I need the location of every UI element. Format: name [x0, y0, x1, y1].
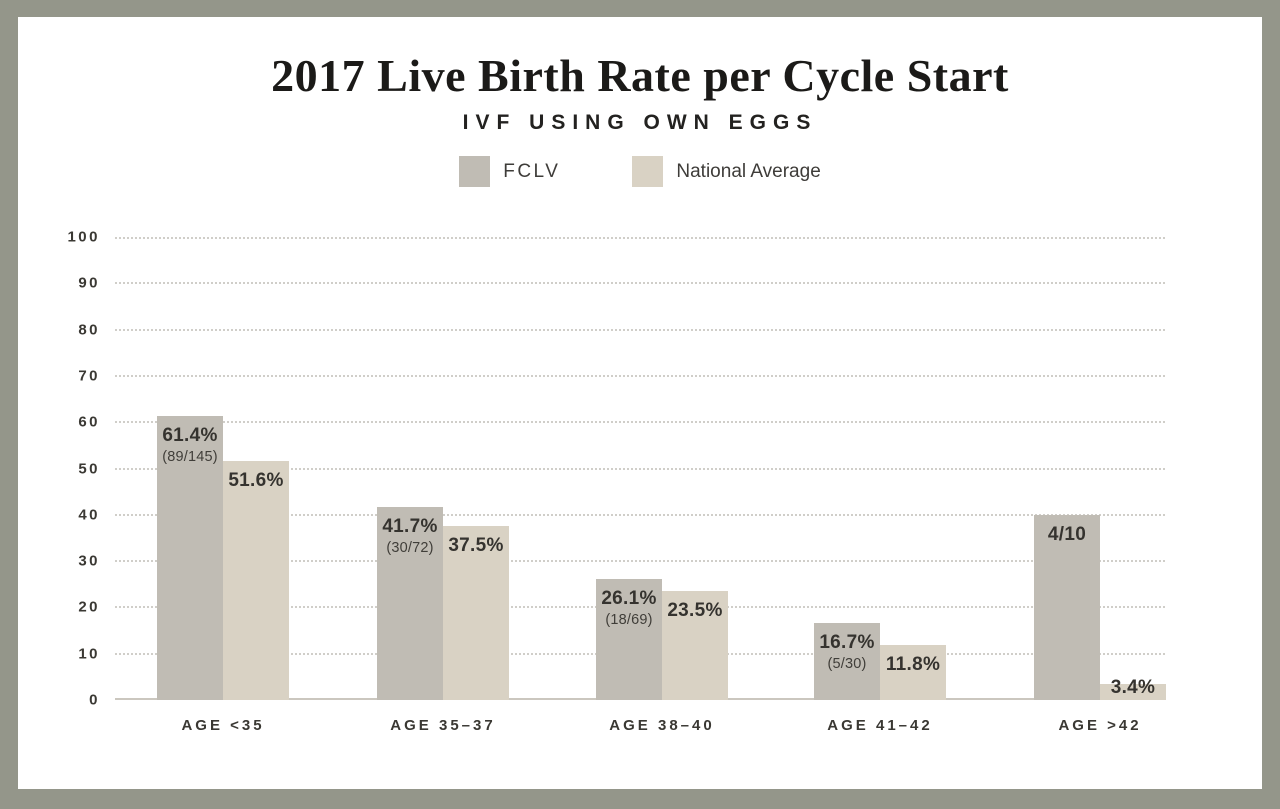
legend-item-national-average: National Average [632, 156, 821, 187]
bar-national-average [880, 645, 946, 700]
bar-fraction-text: (5/30) [827, 655, 867, 672]
y-tick-label: 0 [89, 691, 100, 709]
bar-national-average [443, 526, 509, 700]
legend: FCLV National Average [18, 156, 1262, 187]
chart-title: 2017 Live Birth Rate per Cycle Start [271, 50, 1009, 101]
gridline [115, 560, 1165, 563]
chart-card: 2017 Live Birth Rate per Cycle Start IVF… [18, 17, 1262, 789]
bar-fraction-text: (18/69) [605, 612, 653, 629]
legend-item-fclv: FCLV [459, 156, 560, 187]
bar-value-label: 51.6% [223, 470, 289, 492]
gridline [115, 421, 1165, 424]
national-average-swatch-icon [632, 156, 664, 187]
bar-value-label: 37.5% [443, 535, 509, 557]
y-tick-label: 100 [67, 228, 100, 246]
y-tick-label: 50 [78, 460, 100, 477]
bar-fraction-text: (89/145) [162, 448, 218, 465]
bar-national-average [662, 591, 728, 700]
y-tick-label: 70 [78, 367, 100, 385]
bar-group: 61.4% (89/145) 51.6% AGE <35 [157, 237, 289, 734]
bar-fclv [157, 415, 223, 700]
legend-label-national-average: National Average [676, 160, 821, 182]
fclv-swatch-icon [459, 156, 491, 187]
bar-fclv [814, 622, 880, 700]
bar-value-label: 4/10 [1034, 524, 1100, 546]
gridline [115, 513, 1165, 516]
bar-group: 41.7% (30/72) 37.5% AGE 35–37 [377, 237, 509, 734]
bar-fclv [377, 506, 443, 700]
y-tick-label: 60 [78, 413, 100, 431]
bar-fclv [1034, 514, 1100, 700]
y-tick-label: 30 [78, 552, 100, 570]
y-tick-label: 90 [78, 274, 100, 292]
bar-value-text: 3.4% [1110, 677, 1156, 698]
bar-national-average [1100, 684, 1166, 700]
plot-area: 0 10 20 30 40 50 60 70 80 90 100 61.4% (89/145) 51.6%… [67, 229, 1166, 734]
chart-subtitle: IVF USING OWN EGGS [462, 111, 818, 134]
bar-value-text: 51.6% [228, 470, 284, 492]
bar-group: 16.7% (5/30) 11.8% AGE 41–42 [814, 237, 946, 734]
bar-national-average [223, 461, 289, 700]
bar-value-text: 4/10 [1047, 523, 1087, 545]
y-tick-label: 10 [78, 645, 100, 663]
bar-value-label: 26.1% (18/69) [596, 588, 662, 629]
y-tick-label: 20 [78, 598, 100, 616]
legend-label-fclv: FCLV [503, 160, 561, 182]
x-axis-label: AGE 41–42 [827, 717, 933, 734]
bar-value-text: 11.8% [885, 654, 941, 676]
bar-value-label: 23.5% [662, 600, 728, 622]
bar-value-text: 37.5% [448, 535, 504, 557]
bar-group: 26.1% (18/69) 23.5% AGE 38–40 [596, 237, 728, 734]
bar-value-text: 26.1% [601, 588, 657, 610]
x-axis-label: AGE <35 [181, 717, 265, 734]
gridline [115, 328, 1165, 331]
bar-value-text: 61.4% [162, 424, 218, 446]
bar-value-text: 23.5% [667, 600, 723, 622]
y-tick-label: 40 [78, 506, 100, 524]
bar-fclv [596, 579, 662, 700]
bar-value-text: 41.7% [382, 515, 438, 537]
gridline [115, 237, 1165, 239]
bar-fraction-text: (30/72) [386, 539, 434, 556]
x-axis-label: AGE 38–40 [609, 717, 715, 734]
x-axis-label: AGE >42 [1058, 717, 1142, 734]
bar-value-label: 16.7% (5/30) [814, 632, 880, 673]
bar-group: 4/10 3.4% AGE >42 [1034, 237, 1166, 734]
bar-value-label: 11.8% [880, 654, 946, 676]
gridline [115, 467, 1165, 470]
bar-value-label: 61.4% (89/145) [157, 425, 223, 466]
bar-value-label: 3.4% [1100, 677, 1166, 699]
bar-value-text: 16.7% [819, 631, 875, 653]
x-axis-label: AGE 35–37 [390, 717, 496, 734]
gridline [115, 282, 1165, 285]
gridline [115, 374, 1165, 377]
y-tick-label: 80 [78, 321, 100, 339]
bar-value-label: 41.7% (30/72) [377, 516, 443, 557]
